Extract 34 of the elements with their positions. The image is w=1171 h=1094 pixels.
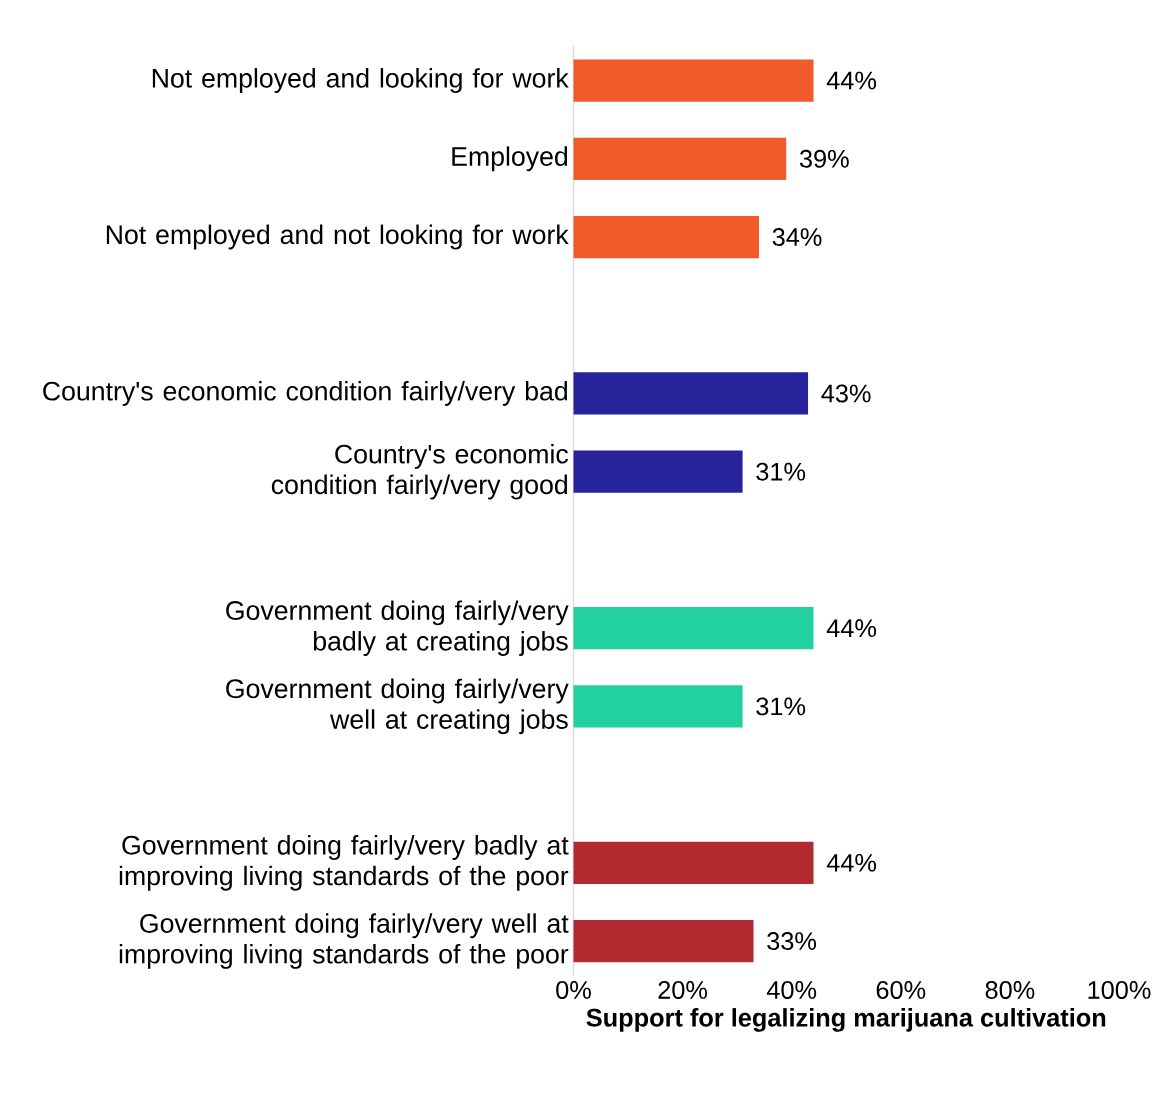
y-tick-label: Employed <box>452 146 568 172</box>
x-axis-title: Support for legalizing marijuana cultivation <box>586 1008 1106 1033</box>
bar <box>573 450 743 493</box>
bar <box>573 920 754 963</box>
y-tick-label: Government doing fairly/very well at improving living standards of the poor <box>119 913 569 970</box>
y-tick-label: Government doing fairly/very badly at improving living standards of the poor <box>119 835 569 891</box>
data-label: 31% <box>756 462 806 481</box>
x-tick-label: 20% <box>658 981 708 1000</box>
bar <box>573 685 743 728</box>
y-tick-label: Government doing fairly/very well at creating jobs <box>226 678 569 735</box>
data-label: 33% <box>767 932 817 951</box>
bar <box>573 137 787 181</box>
y-tick-label: Country's economic condition fairly/very good <box>271 444 569 500</box>
data-label: 44% <box>826 71 877 90</box>
bar <box>573 607 814 650</box>
x-tick-label: 0% <box>556 981 591 1000</box>
x-tick-label: 80% <box>985 981 1035 1000</box>
x-tick-label: 60% <box>876 981 926 1000</box>
y-tick-label: Not employed and looking for work <box>152 68 569 94</box>
bar <box>573 59 814 102</box>
x-tick-label: 100% <box>1088 981 1151 1000</box>
data-label: 31% <box>756 697 806 716</box>
data-label: 43% <box>821 384 871 403</box>
data-label: 39% <box>799 149 849 168</box>
y-tick-label: Not employed and not looking for work <box>106 224 569 250</box>
data-label: 44% <box>826 619 877 638</box>
bar <box>573 841 814 885</box>
data-label: 34% <box>772 228 822 247</box>
bar <box>573 216 759 259</box>
y-tick-label: Country's economic condition fairly/very bad <box>43 381 567 407</box>
bar <box>573 372 809 415</box>
data-label: 44% <box>826 854 877 872</box>
y-tick-label: Government doing fairly/very badly at creating jobs <box>226 600 569 657</box>
x-tick-label: 40% <box>766 981 817 1000</box>
